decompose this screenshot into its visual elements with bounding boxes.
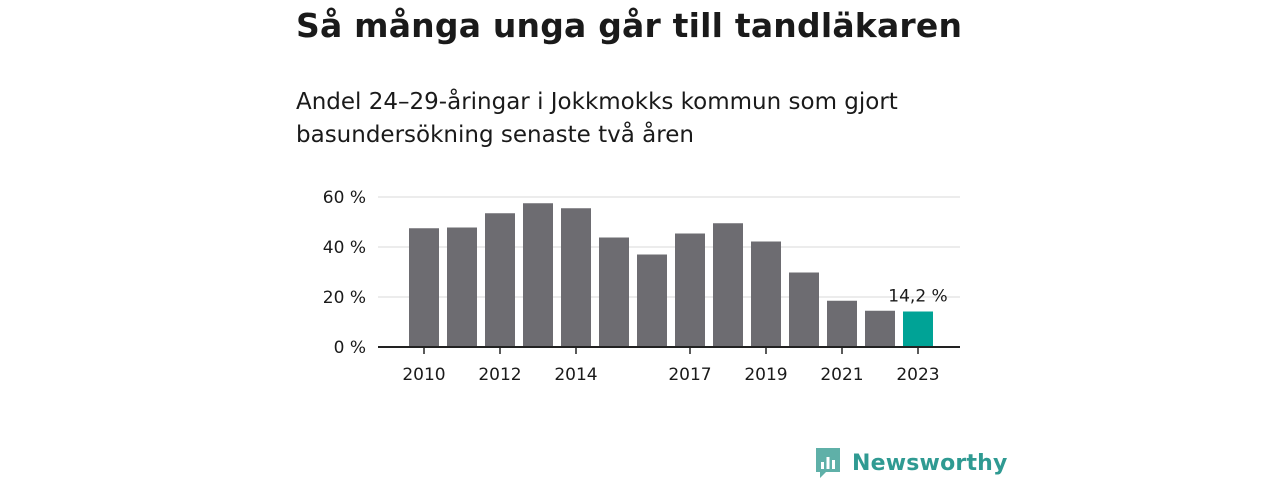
- last-value-label: 14,2 %: [888, 287, 947, 307]
- x-tick-label: 2023: [896, 365, 939, 385]
- bar-2014: [561, 208, 591, 347]
- y-axis-ticks: 0 % 20 % 40 % 60 %: [323, 188, 366, 358]
- x-tick-label: 2010: [402, 365, 445, 385]
- bar-2023: [903, 311, 933, 347]
- y-tick-label: 60 %: [323, 188, 366, 208]
- bar-2020: [789, 272, 819, 347]
- bar-2015: [599, 237, 629, 347]
- bar-2017: [675, 233, 705, 347]
- bars: [409, 203, 933, 347]
- bar-2011: [447, 227, 477, 347]
- bar-2016: [637, 254, 667, 347]
- x-tick-label: 2019: [744, 365, 787, 385]
- y-tick-label: 40 %: [323, 238, 366, 258]
- newsworthy-logo: Newsworthy: [814, 446, 1008, 480]
- bar-2010: [409, 228, 439, 347]
- bar-2018: [713, 223, 743, 347]
- bar-2012: [485, 213, 515, 347]
- x-axis-ticks: 2010 2012 2014 2017 2019 2021 2023: [402, 347, 940, 385]
- newsworthy-logo-icon: [816, 448, 840, 478]
- y-tick-label: 20 %: [323, 288, 366, 308]
- x-tick-label: 2021: [820, 365, 863, 385]
- x-tick-label: 2014: [554, 365, 597, 385]
- bar-2013: [523, 203, 553, 347]
- brand-name: Newsworthy: [852, 450, 1008, 476]
- bar-2022: [865, 310, 895, 347]
- y-tick-label: 0 %: [334, 338, 366, 358]
- x-tick-label: 2017: [668, 365, 711, 385]
- chart-subtitle: Andel 24–29-åringar i Jokkmokks kommun s…: [296, 89, 898, 148]
- bar-2019: [751, 241, 781, 347]
- chart-title: Så många unga går till tandläkaren: [296, 6, 963, 45]
- x-tick-label: 2012: [478, 365, 521, 385]
- bar-2021: [827, 300, 857, 347]
- bar-chart: 0 % 20 % 40 % 60 % 2010 2012 2014 2017 2019 2021…: [323, 188, 960, 385]
